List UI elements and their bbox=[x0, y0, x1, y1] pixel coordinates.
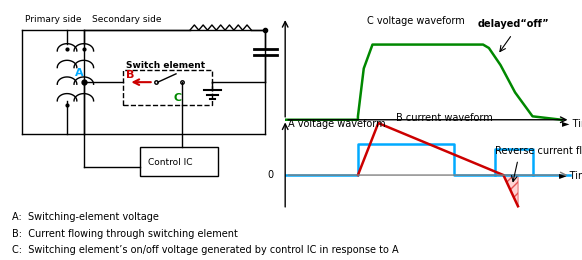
Polygon shape bbox=[503, 175, 518, 206]
Bar bbox=[140, 147, 218, 176]
Text: Primary side: Primary side bbox=[25, 15, 81, 24]
Text: Reverse current flow: Reverse current flow bbox=[495, 146, 582, 156]
Text: A voltage waveform: A voltage waveform bbox=[288, 119, 386, 128]
Text: Control IC: Control IC bbox=[148, 158, 193, 167]
Text: ► Time: ► Time bbox=[559, 171, 582, 181]
Text: C: C bbox=[173, 93, 182, 103]
Text: A: A bbox=[76, 68, 84, 78]
Bar bbox=[123, 70, 212, 105]
Text: B current waveform: B current waveform bbox=[396, 113, 492, 123]
Text: Switch element: Switch element bbox=[126, 61, 205, 70]
Text: Secondary side: Secondary side bbox=[92, 15, 162, 24]
Text: C:  Switching element’s on/off voltage generated by control IC in response to A: C: Switching element’s on/off voltage ge… bbox=[12, 245, 398, 255]
Text: A:  Switching-element voltage: A: Switching-element voltage bbox=[12, 212, 158, 222]
Text: delayed“off”: delayed“off” bbox=[477, 20, 549, 29]
Text: 0: 0 bbox=[267, 170, 274, 180]
Text: B:  Current flowing through switching element: B: Current flowing through switching ele… bbox=[12, 229, 237, 239]
Text: ► Time: ► Time bbox=[562, 119, 582, 129]
Text: C voltage waveform: C voltage waveform bbox=[367, 16, 464, 26]
Text: B: B bbox=[126, 70, 134, 80]
